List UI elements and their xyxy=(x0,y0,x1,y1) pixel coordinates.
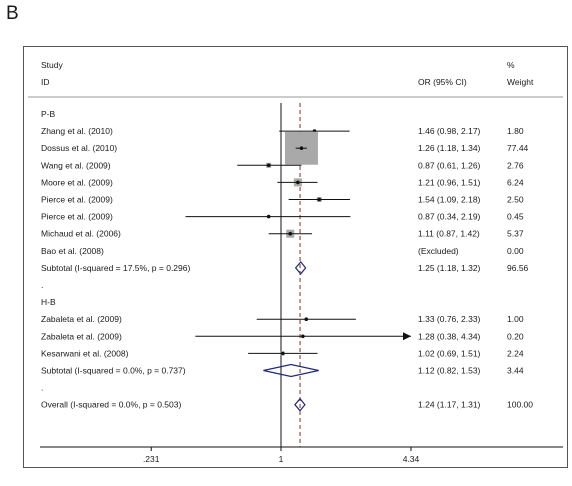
study-point xyxy=(299,146,304,150)
row-label: P-B xyxy=(41,109,56,119)
row-weight: 1.00 xyxy=(507,314,524,324)
row-weight: 5.37 xyxy=(507,229,524,239)
row-weight: 77.44 xyxy=(507,143,529,153)
row-label: . xyxy=(41,280,43,290)
row-label: Kesarwani et al. (2008) xyxy=(41,348,129,358)
row-weight: 0.20 xyxy=(507,331,524,341)
panel-label: B xyxy=(6,3,19,24)
pooled-estimate-diamond xyxy=(294,397,306,412)
row-label: Dossus et al. (2010) xyxy=(41,143,117,153)
x-tick-label: 4.34 xyxy=(403,454,420,464)
row-or-ci: 0.87 (0.61, 1.26) xyxy=(418,160,481,170)
row-weight: 3.44 xyxy=(507,366,524,376)
row-weight: 0.45 xyxy=(507,212,524,222)
row-weight: 2.24 xyxy=(507,348,524,358)
row-or-ci: 0.87 (0.34, 2.19) xyxy=(418,212,481,222)
row-label: Wang et al. (2009) xyxy=(41,160,111,170)
x-tick-label: .231 xyxy=(143,454,160,464)
forest-plot: Study ID OR (95% CI) % Weight P-B Zhang e… xyxy=(28,60,563,464)
header-weight: Weight xyxy=(507,77,534,87)
row-or-ci: 1.54 (1.09, 2.18) xyxy=(418,195,481,205)
row-or-ci: 1.11 (0.87, 1.42) xyxy=(418,229,480,239)
row-weight: 0.00 xyxy=(507,246,524,256)
row-or-ci: 1.46 (0.98, 2.17) xyxy=(418,126,481,136)
row-label: . xyxy=(41,383,43,393)
study-point xyxy=(288,231,293,236)
header-id: ID xyxy=(41,77,50,87)
row-label: Zabaleta et al. (2009) xyxy=(41,331,122,341)
row-or-ci: 1.02 (0.69, 1.51) xyxy=(418,348,481,358)
row-label: H-B xyxy=(41,297,56,307)
row-label: Michaud et al. (2006) xyxy=(41,229,121,239)
x-axis: .231 1 4.34 xyxy=(40,446,563,464)
study-point xyxy=(304,317,309,322)
row-label: Subtotal (I-squared = 17.5%, p = 0.296) xyxy=(41,263,190,273)
study-point xyxy=(301,334,305,339)
row-label: Zhang et al. (2010) xyxy=(41,126,113,136)
row-or-ci: 1.26 (1.18, 1.34) xyxy=(418,143,481,153)
row-weight: 6.24 xyxy=(507,177,524,187)
study-point xyxy=(280,351,285,356)
row-or-ci: 1.25 (1.18, 1.32) xyxy=(418,263,481,273)
ci-arrow-head xyxy=(403,332,411,341)
row-or-ci: (Excluded) xyxy=(418,246,459,256)
pooled-estimate-diamond xyxy=(294,260,307,275)
row-label: Overall (I-squared = 0.0%, p = 0.503) xyxy=(41,400,181,410)
row-label: Pierce et al. (2009) xyxy=(41,195,113,205)
study-point xyxy=(266,214,271,219)
row-weight: 1.80 xyxy=(507,126,524,136)
row-or-ci: 1.21 (0.96, 1.51) xyxy=(418,177,481,187)
study-point xyxy=(266,163,271,168)
study-point xyxy=(317,197,322,202)
row-or-ci: 1.33 (0.76, 2.33) xyxy=(418,314,481,324)
row-label: Bao et al. (2008) xyxy=(41,246,104,256)
row-label: Moore et al. (2009) xyxy=(41,177,113,187)
row-or-ci: 1.12 (0.82, 1.53) xyxy=(418,366,481,376)
header-or: OR (95% CI) xyxy=(418,77,467,87)
row-weight: 100.00 xyxy=(507,400,533,410)
row-label: Pierce et al. (2009) xyxy=(41,212,113,222)
row-weight: 2.50 xyxy=(507,195,524,205)
pooled-estimate-diamond xyxy=(263,363,319,378)
row-or-ci: 1.24 (1.17, 1.31) xyxy=(418,400,481,410)
header-pct: % xyxy=(507,60,515,70)
forest-rows: P-B Zhang et al. (2010) 1.46 (0.98, 2.17) 1… xyxy=(41,103,533,447)
row-or-ci: 1.28 (0.38, 4.34) xyxy=(418,331,481,341)
row-weight: 2.76 xyxy=(507,160,524,170)
forest-plot-frame: Study ID OR (95% CI) % Weight P-B Zhang e… xyxy=(23,46,568,468)
x-tick-label: 1 xyxy=(279,454,284,464)
study-point xyxy=(296,180,300,185)
row-weight: 96.56 xyxy=(507,263,529,273)
row-label: Subtotal (I-squared = 0.0%, p = 0.737) xyxy=(41,366,186,376)
header-study: Study xyxy=(41,60,63,70)
row-label: Zabaleta et al. (2009) xyxy=(41,314,122,324)
